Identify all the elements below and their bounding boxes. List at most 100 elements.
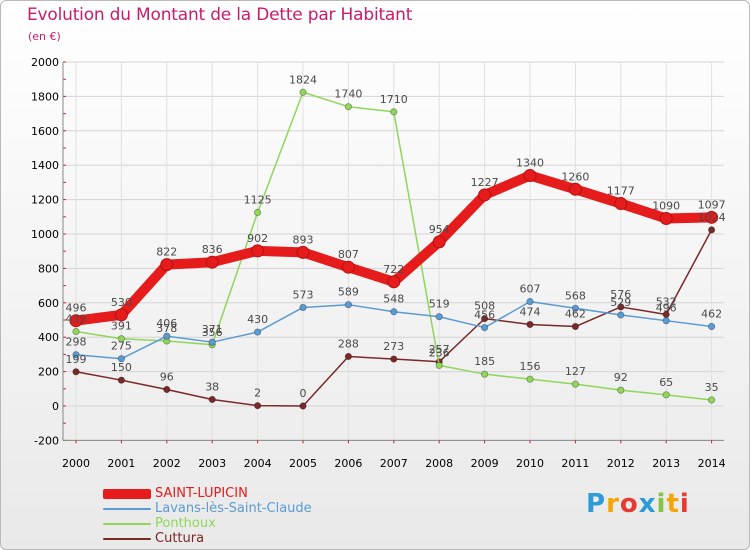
data-point	[526, 320, 534, 329]
data-label: 496	[656, 302, 677, 315]
data-label: 1260	[561, 170, 589, 183]
x-tick-label: 2005	[289, 457, 317, 470]
legend-item: Lavans-lès-Saint-Claude	[103, 501, 423, 516]
data-point	[523, 169, 537, 183]
y-tick-label: 600	[38, 297, 59, 310]
legend-swatch	[103, 538, 151, 540]
data-point	[254, 402, 262, 410]
data-label: 406	[156, 317, 177, 330]
data-label: 298	[66, 336, 87, 349]
data-point	[614, 197, 628, 211]
data-label: 1340	[516, 157, 544, 170]
data-label: 462	[701, 308, 722, 321]
data-point	[617, 311, 625, 319]
data-point	[344, 103, 352, 111]
legend-swatch	[103, 508, 151, 510]
logo-letter: x	[638, 489, 657, 519]
legend-label: Cuttura	[155, 531, 205, 546]
data-point	[705, 210, 719, 224]
data-label: 1227	[471, 176, 499, 189]
data-label: 275	[111, 340, 132, 353]
y-tick-label: 1600	[31, 125, 59, 138]
x-tick-label: 2014	[698, 457, 726, 470]
data-point	[341, 260, 355, 274]
data-point	[163, 332, 171, 340]
data-point	[299, 303, 307, 312]
data-label: 462	[565, 308, 586, 321]
data-label: 902	[247, 232, 268, 245]
legend-label: Lavans-lès-Saint-Claude	[155, 501, 312, 516]
data-label: 589	[338, 286, 359, 299]
data-label: 1097	[698, 198, 726, 211]
data-label: 185	[474, 355, 495, 368]
data-label: 430	[247, 313, 268, 326]
unit-label: (en €)	[28, 30, 61, 43]
data-point	[160, 258, 174, 272]
x-tick-label: 2006	[334, 457, 362, 470]
legend-item: Ponthoux	[103, 516, 423, 531]
data-point	[662, 317, 670, 325]
data-label: 836	[202, 243, 223, 256]
data-point	[72, 368, 80, 376]
data-point	[571, 304, 580, 312]
data-label: 127	[565, 365, 586, 378]
data-label: 257	[429, 343, 450, 356]
data-point	[208, 338, 216, 346]
logo-letter: i	[656, 489, 667, 519]
legend-swatch	[103, 523, 151, 525]
x-tick-label: 2002	[153, 457, 181, 470]
proxiti-logo: Proxiti	[586, 489, 690, 519]
data-label: 893	[293, 233, 314, 246]
data-point	[72, 351, 80, 359]
chart-legend: SAINT-LUPICIN Lavans-lès-Saint-Claude Pont…	[103, 486, 423, 546]
data-label: 96	[160, 370, 174, 383]
data-point	[568, 182, 582, 196]
data-label: 508	[474, 300, 495, 313]
data-label: 573	[293, 288, 314, 301]
data-point	[72, 327, 80, 336]
data-point	[435, 313, 443, 321]
data-label: 2	[254, 387, 261, 400]
data-point	[296, 245, 310, 259]
data-label: 529	[610, 296, 631, 309]
data-label: 92	[614, 371, 628, 384]
logo-letter: o	[619, 489, 639, 519]
data-label: 156	[520, 360, 541, 373]
x-tick-label: 2013	[652, 457, 680, 470]
x-tick-label: 2003	[198, 457, 226, 470]
data-label: 954	[429, 223, 450, 236]
data-label: 371	[202, 323, 223, 336]
data-label: 1125	[244, 194, 272, 207]
data-point	[617, 386, 625, 394]
x-tick-label: 2004	[244, 457, 272, 470]
data-label: 1090	[652, 200, 680, 213]
y-tick-label: 1000	[31, 228, 59, 241]
data-point	[390, 355, 398, 363]
x-tick-label: 2012	[607, 457, 635, 470]
data-label: 822	[156, 246, 177, 259]
y-tick-label: 200	[38, 366, 59, 379]
data-label: 722	[383, 263, 404, 276]
data-point	[526, 375, 534, 383]
x-tick-label: 2008	[425, 457, 453, 470]
data-label: 35	[705, 381, 719, 394]
data-point	[480, 315, 489, 323]
data-label: 433	[66, 313, 87, 326]
data-point	[117, 376, 126, 384]
legend-swatch	[103, 489, 151, 499]
data-point	[387, 275, 401, 289]
data-label: 199	[66, 353, 87, 366]
data-label: 548	[383, 293, 404, 306]
data-point	[344, 301, 352, 309]
data-label: 496	[66, 302, 87, 315]
data-point	[117, 355, 126, 363]
data-label: 807	[338, 248, 359, 261]
data-label: 456	[474, 309, 495, 322]
y-tick-label: 0	[52, 400, 59, 413]
y-tick-label: 400	[38, 331, 59, 344]
x-tick-label: 2011	[561, 457, 589, 470]
logo-letter: t	[666, 489, 680, 519]
x-tick-label: 2001	[107, 457, 135, 470]
data-point	[390, 308, 398, 316]
